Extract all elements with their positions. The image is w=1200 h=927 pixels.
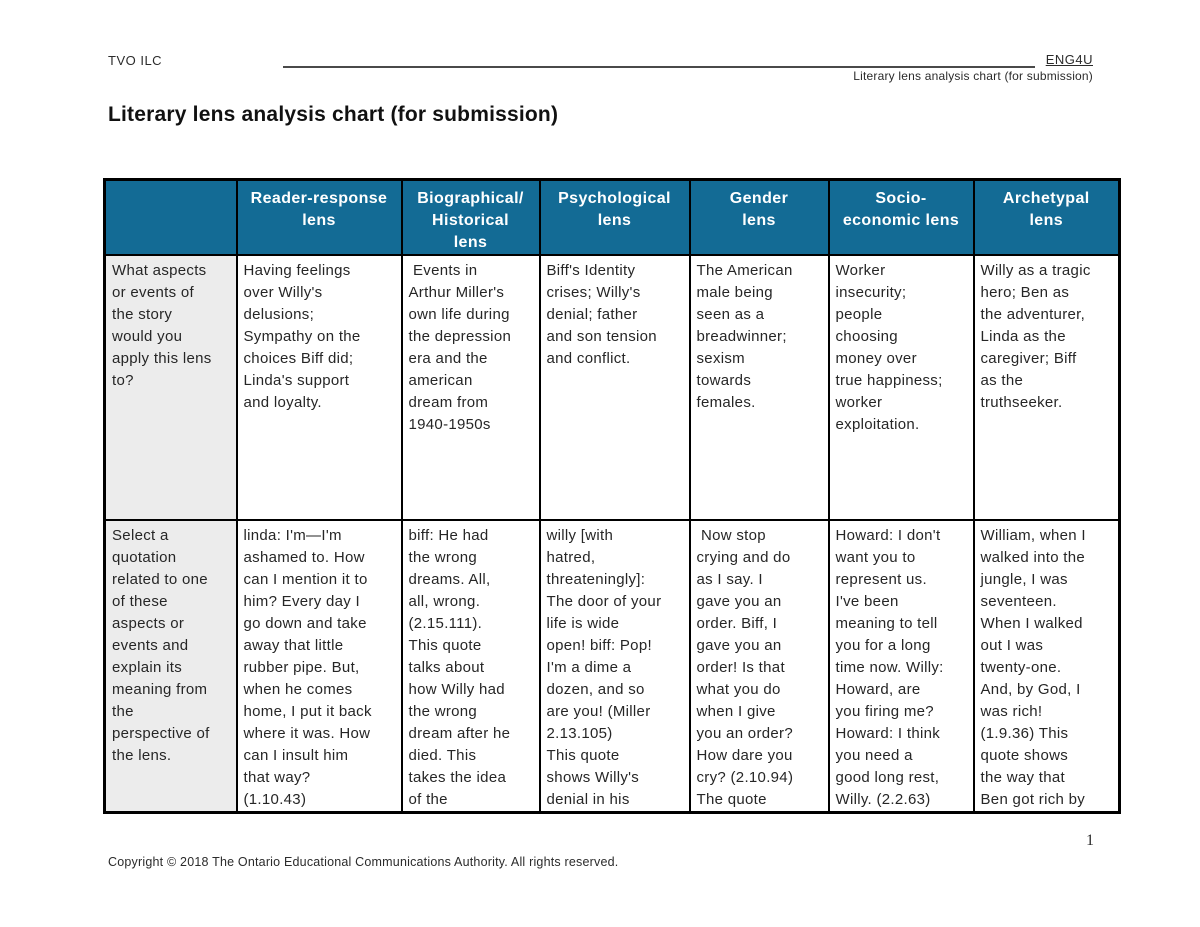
cell-aspects-reader-response: Having feelings over Willy's delusions; …: [235, 254, 403, 521]
cell-text: Having feelings over Willy's delusions; …: [243, 262, 361, 411]
column-header-label: Gender lens: [729, 190, 789, 229]
column-header-psychological: Psychological lens: [538, 178, 691, 256]
column-header-socio-economic: Socio- economic lens: [827, 178, 975, 256]
column-header-label: Biographical/ Historical lens: [417, 190, 524, 251]
cell-aspects-biographical-historical: Events in Arthur Miller's own life durin…: [400, 254, 541, 521]
row-label-text: What aspects or events of the story woul…: [112, 262, 212, 389]
header-course-code: ENG4U: [1045, 52, 1093, 67]
column-header-label: Psychological lens: [558, 190, 671, 229]
cell-text: William, when I walked into the jungle, …: [980, 527, 1086, 808]
cell-quotation-reader-response: linda: I'm—I'm ashamed to. How can I men…: [235, 519, 403, 814]
cell-quotation-socio-economic: Howard: I don't want you to represent us…: [827, 519, 975, 814]
column-header-biographical-historical: Biographical/ Historical lens: [400, 178, 541, 256]
column-header-label: Socio- economic lens: [842, 190, 960, 229]
cell-text: The American male being seen as a breadw…: [696, 262, 793, 411]
cell-aspects-socio-economic: Worker insecurity; people choosing money…: [827, 254, 975, 521]
page-number: 1: [1086, 832, 1094, 849]
cell-quotation-biographical-historical: biff: He had the wrong dreams. All, all,…: [400, 519, 541, 814]
column-header-reader-response: Reader-response lens: [235, 178, 403, 256]
table-row-quotation: Select a quotation related to one of the…: [103, 519, 1121, 814]
cell-text: Events in Arthur Miller's own life durin…: [408, 262, 512, 433]
cell-text: biff: He had the wrong dreams. All, all,…: [408, 527, 511, 808]
row-label-text: Select a quotation related to one of the…: [112, 527, 210, 764]
cell-quotation-archetypal: William, when I walked into the jungle, …: [972, 519, 1121, 814]
corner-header-cell: [103, 178, 238, 256]
cell-text: willy [with hatred, threateningly]: The …: [546, 527, 662, 808]
column-header-label: Reader-response lens: [250, 190, 388, 229]
row-label-quotation: Select a quotation related to one of the…: [103, 519, 238, 814]
cell-quotation-gender: Now stop crying and do as I say. I gave …: [688, 519, 830, 814]
cell-quotation-psychological: willy [with hatred, threateningly]: The …: [538, 519, 691, 814]
cell-text: Willy as a tragic hero; Ben as the adven…: [980, 262, 1091, 411]
cell-aspects-archetypal: Willy as a tragic hero; Ben as the adven…: [972, 254, 1121, 521]
cell-text: Biff's Identity crises; Willy's denial; …: [546, 262, 657, 367]
cell-text: Worker insecurity; people choosing money…: [835, 262, 943, 433]
lens-analysis-table: Reader-response lens Biographical/ Histo…: [103, 178, 1121, 814]
cell-text: Now stop crying and do as I say. I gave …: [696, 527, 794, 808]
column-header-label: Archetypal lens: [1002, 190, 1090, 229]
header-rule: [283, 66, 1035, 68]
header-org-label: TVO ILC: [108, 53, 163, 68]
row-label-aspects: What aspects or events of the story woul…: [103, 254, 238, 521]
page-title: Literary lens analysis chart (for submis…: [108, 103, 559, 126]
cell-text: Howard: I don't want you to represent us…: [835, 527, 944, 808]
column-header-gender: Gender lens: [688, 178, 830, 256]
cell-text: linda: I'm—I'm ashamed to. How can I men…: [243, 527, 372, 808]
header-subtitle: Literary lens analysis chart (for submis…: [853, 69, 1093, 83]
column-header-archetypal: Archetypal lens: [972, 178, 1121, 256]
table-header-row: Reader-response lens Biographical/ Histo…: [103, 178, 1121, 256]
table-row-aspects: What aspects or events of the story woul…: [103, 254, 1121, 521]
cell-aspects-psychological: Biff's Identity crises; Willy's denial; …: [538, 254, 691, 521]
copyright-text: Copyright © 2018 The Ontario Educational…: [108, 855, 619, 869]
cell-aspects-gender: The American male being seen as a breadw…: [688, 254, 830, 521]
